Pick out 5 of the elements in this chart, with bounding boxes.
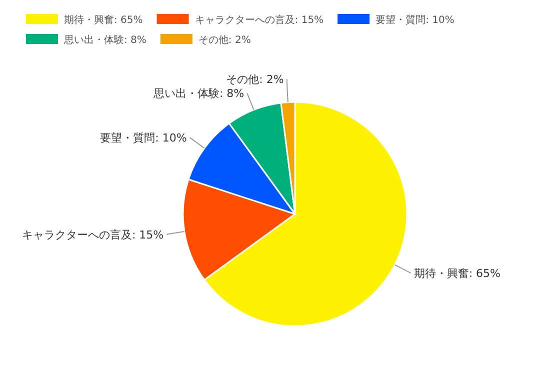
legend-label: その他: 2%	[198, 34, 251, 46]
legend-label: キャラクターへの言及: 15%	[194, 14, 324, 26]
legend-label: 要望・質問: 10%	[376, 14, 454, 26]
legend-label: 思い出・体験: 8%	[63, 34, 146, 46]
legend-label: 期待・興奮: 65%	[64, 14, 143, 26]
